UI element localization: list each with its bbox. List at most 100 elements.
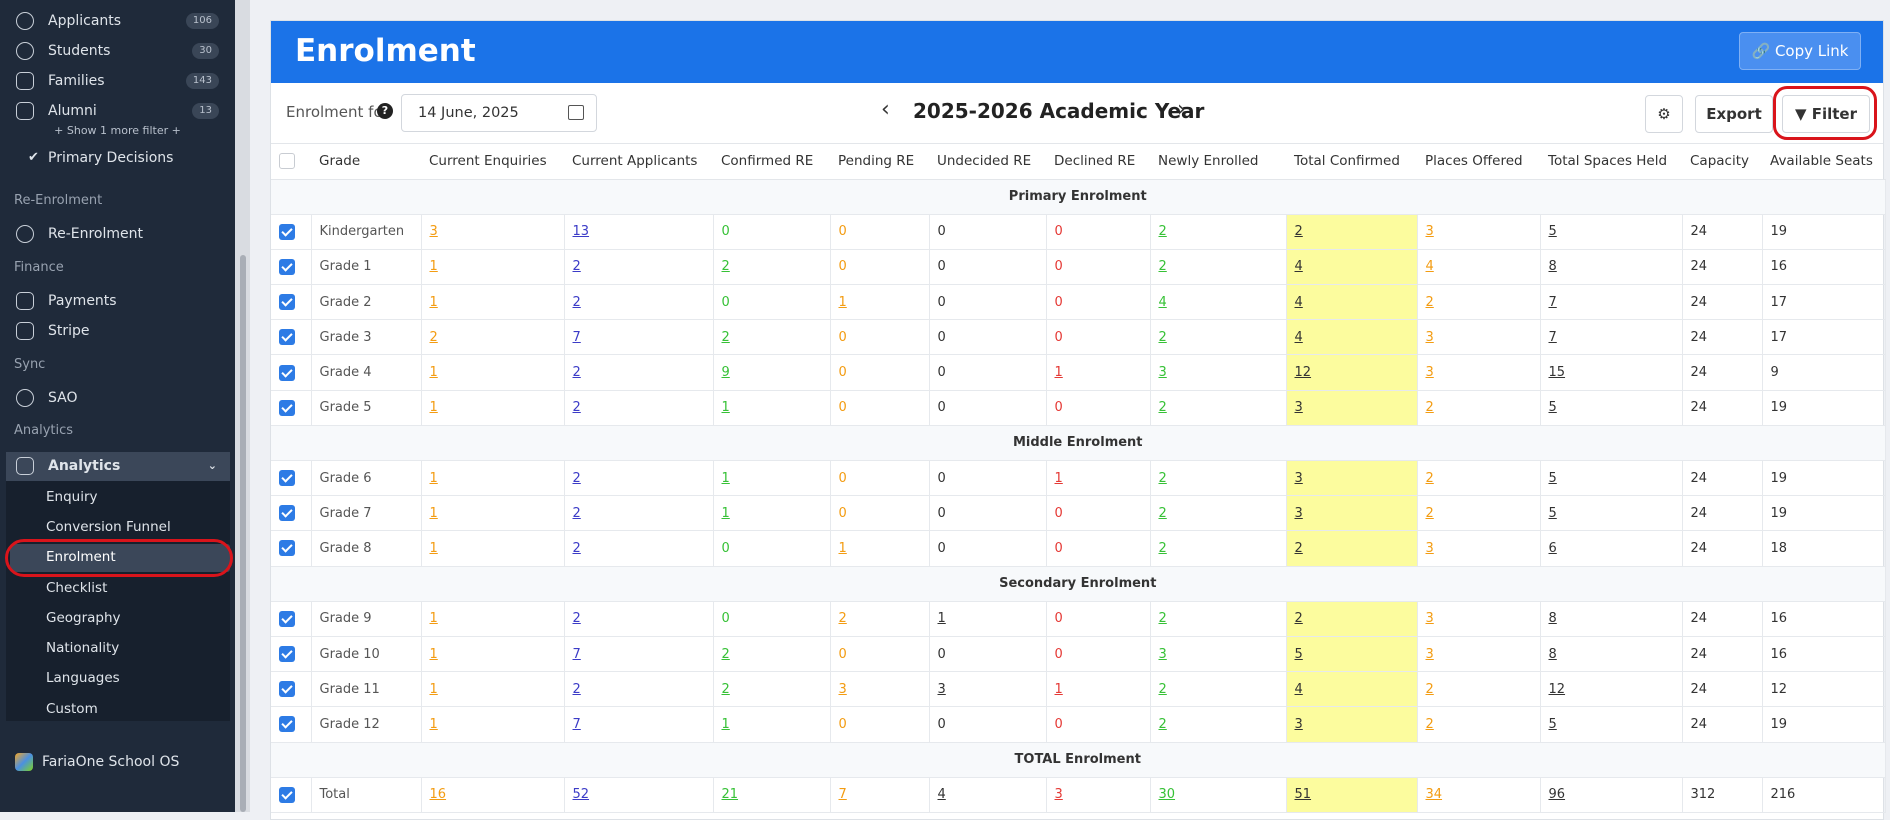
value[interactable]: 2 <box>721 646 730 662</box>
value[interactable]: 2 <box>572 540 581 556</box>
value[interactable]: 1 <box>1054 365 1063 381</box>
value[interactable]: 4 <box>1294 294 1303 310</box>
value[interactable]: 3 <box>1425 646 1434 662</box>
value[interactable]: 5 <box>1548 400 1557 416</box>
value[interactable]: 2 <box>1425 470 1434 486</box>
export-button[interactable]: Export <box>1695 95 1773 133</box>
value[interactable]: 4 <box>1158 294 1167 310</box>
nav-item[interactable]: Stripe <box>0 319 235 343</box>
row-checkbox[interactable] <box>271 776 312 813</box>
value[interactable]: 12 <box>1548 681 1566 697</box>
copy-link-button[interactable]: 🔗 Copy Link <box>1739 32 1861 70</box>
value[interactable]: 5 <box>1548 505 1557 521</box>
value[interactable]: 1 <box>429 259 438 275</box>
settings-button[interactable]: ⚙ <box>1645 95 1683 133</box>
value[interactable]: 1 <box>1054 470 1063 486</box>
value[interactable]: 16 <box>429 787 447 803</box>
select-all[interactable] <box>271 144 311 180</box>
value[interactable]: 9 <box>721 365 730 381</box>
scroll-thumb[interactable] <box>240 255 246 812</box>
submenu-item[interactable]: Conversion Funnel <box>46 519 171 535</box>
value[interactable]: 2 <box>572 259 581 275</box>
value[interactable]: 1 <box>429 611 438 627</box>
value[interactable]: 4 <box>1294 329 1303 345</box>
value[interactable]: 2 <box>1425 716 1434 732</box>
row-checkbox[interactable] <box>271 495 312 532</box>
submenu-item[interactable]: Enrolment <box>46 549 116 565</box>
value[interactable]: 3 <box>838 681 847 697</box>
next-button[interactable]: › <box>1177 97 1186 122</box>
row-checkbox[interactable] <box>271 600 312 637</box>
value[interactable]: 1 <box>838 294 847 310</box>
value[interactable]: 30 <box>1158 787 1176 803</box>
value[interactable]: 34 <box>1425 787 1443 803</box>
value[interactable]: 3 <box>1158 646 1167 662</box>
value[interactable]: 2 <box>1158 505 1167 521</box>
value[interactable]: 2 <box>1158 329 1167 345</box>
value[interactable]: 3 <box>429 224 438 240</box>
value[interactable]: 7 <box>572 646 581 662</box>
value[interactable]: 4 <box>1425 259 1434 275</box>
nav-item[interactable]: Analytics ⌄ <box>0 454 235 478</box>
value[interactable]: 2 <box>1158 540 1167 556</box>
value[interactable]: 3 <box>937 681 946 697</box>
value[interactable]: 2 <box>1294 540 1303 556</box>
value[interactable]: 1 <box>429 505 438 521</box>
value[interactable]: 2 <box>1425 400 1434 416</box>
row-checkbox[interactable] <box>271 248 312 286</box>
value[interactable]: 1 <box>721 400 730 416</box>
value[interactable]: 96 <box>1548 787 1566 803</box>
value[interactable]: 2 <box>572 294 581 310</box>
row-checkbox[interactable] <box>271 706 312 743</box>
row-checkbox[interactable] <box>271 671 312 708</box>
value[interactable]: 2 <box>572 365 581 381</box>
value[interactable]: 2 <box>1425 505 1434 521</box>
row-checkbox[interactable] <box>271 284 312 321</box>
value[interactable]: 3 <box>1425 224 1434 240</box>
value[interactable]: 1 <box>721 716 730 732</box>
value[interactable]: 2 <box>1158 611 1167 627</box>
row-checkbox[interactable] <box>271 459 312 497</box>
row-checkbox[interactable] <box>271 530 312 567</box>
value[interactable]: 1 <box>429 365 438 381</box>
value[interactable]: 5 <box>1294 646 1303 662</box>
value[interactable]: 1 <box>429 400 438 416</box>
value[interactable]: 2 <box>1158 716 1167 732</box>
value[interactable]: 2 <box>572 470 581 486</box>
row-checkbox[interactable] <box>271 213 312 250</box>
nav-item[interactable]: Families 143 <box>0 69 235 93</box>
value[interactable]: 51 <box>1294 787 1312 803</box>
value[interactable]: 5 <box>1548 224 1557 240</box>
value[interactable]: 3 <box>1425 329 1434 345</box>
value[interactable]: 13 <box>572 224 590 240</box>
value[interactable]: 2 <box>1425 294 1434 310</box>
value[interactable]: 3 <box>1425 611 1434 627</box>
value[interactable]: 3 <box>1294 716 1303 732</box>
value[interactable]: 2 <box>1158 224 1167 240</box>
nav-item[interactable]: Re-Enrolment <box>0 222 235 246</box>
value[interactable]: 2 <box>1158 259 1167 275</box>
value[interactable]: 3 <box>1294 400 1303 416</box>
row-checkbox[interactable] <box>271 635 312 673</box>
value[interactable]: 3 <box>1158 365 1167 381</box>
value[interactable]: 1 <box>429 540 438 556</box>
submenu-item[interactable]: Geography <box>46 610 121 626</box>
value[interactable]: 3 <box>1054 787 1063 803</box>
nav-item[interactable]: ✔ Primary Decisions <box>28 150 174 166</box>
value[interactable]: 2 <box>429 329 438 345</box>
nav-item[interactable]: Applicants 106 <box>0 9 235 33</box>
nav-item[interactable]: Students 30 <box>0 39 235 63</box>
value[interactable]: 8 <box>1548 646 1557 662</box>
value[interactable]: 3 <box>1294 505 1303 521</box>
value[interactable]: 4 <box>1294 681 1303 697</box>
value[interactable]: 2 <box>1425 681 1434 697</box>
date-picker[interactable]: 14 June, 2025 <box>401 94 597 132</box>
value[interactable]: 3 <box>1425 540 1434 556</box>
row-checkbox[interactable] <box>271 354 312 391</box>
value[interactable]: 5 <box>1548 716 1557 732</box>
value[interactable]: 7 <box>1548 294 1557 310</box>
submenu-item[interactable]: Custom <box>46 701 98 717</box>
row-checkbox[interactable] <box>271 389 312 426</box>
value[interactable]: 7 <box>572 716 581 732</box>
nav-item[interactable]: SAO <box>0 386 235 410</box>
